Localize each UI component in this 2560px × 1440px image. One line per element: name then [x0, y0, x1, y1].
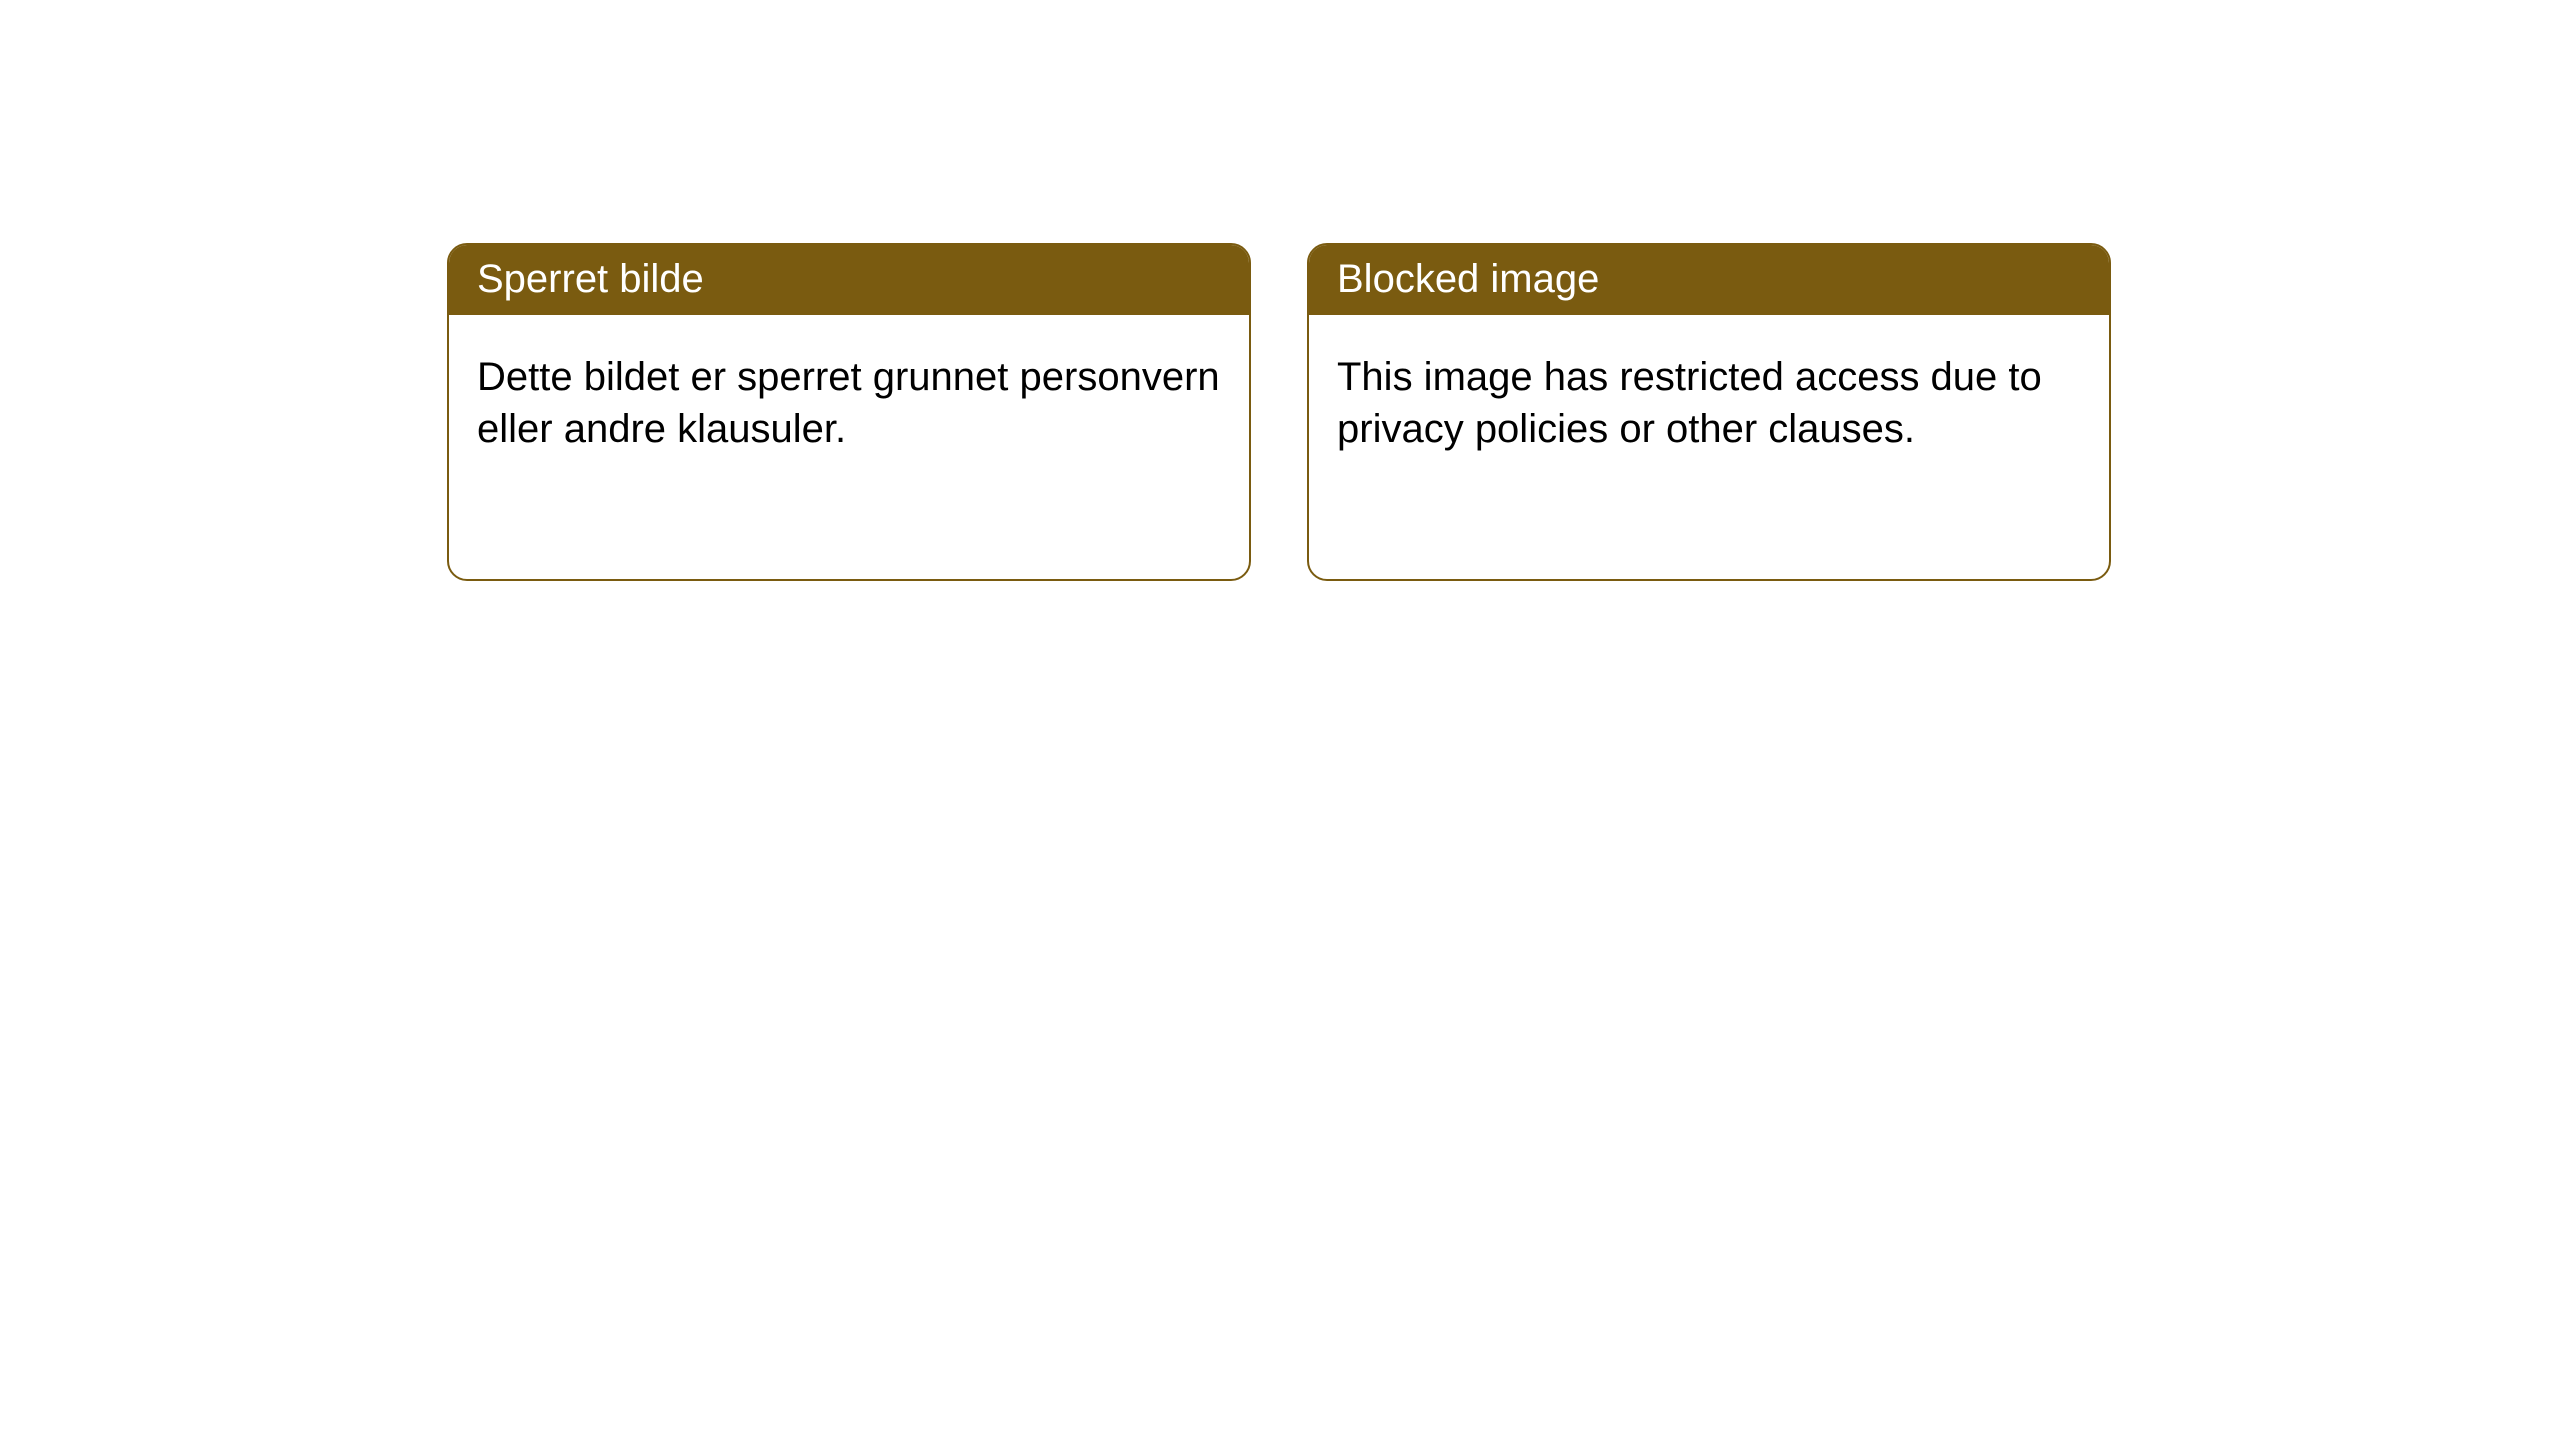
notice-title: Sperret bilde — [449, 245, 1249, 315]
notice-title: Blocked image — [1309, 245, 2109, 315]
notice-card-english: Blocked image This image has restricted … — [1307, 243, 2111, 581]
notice-body: Dette bildet er sperret grunnet personve… — [449, 315, 1249, 491]
notice-container: Sperret bilde Dette bildet er sperret gr… — [0, 0, 2560, 581]
notice-body: This image has restricted access due to … — [1309, 315, 2109, 491]
notice-card-norwegian: Sperret bilde Dette bildet er sperret gr… — [447, 243, 1251, 581]
